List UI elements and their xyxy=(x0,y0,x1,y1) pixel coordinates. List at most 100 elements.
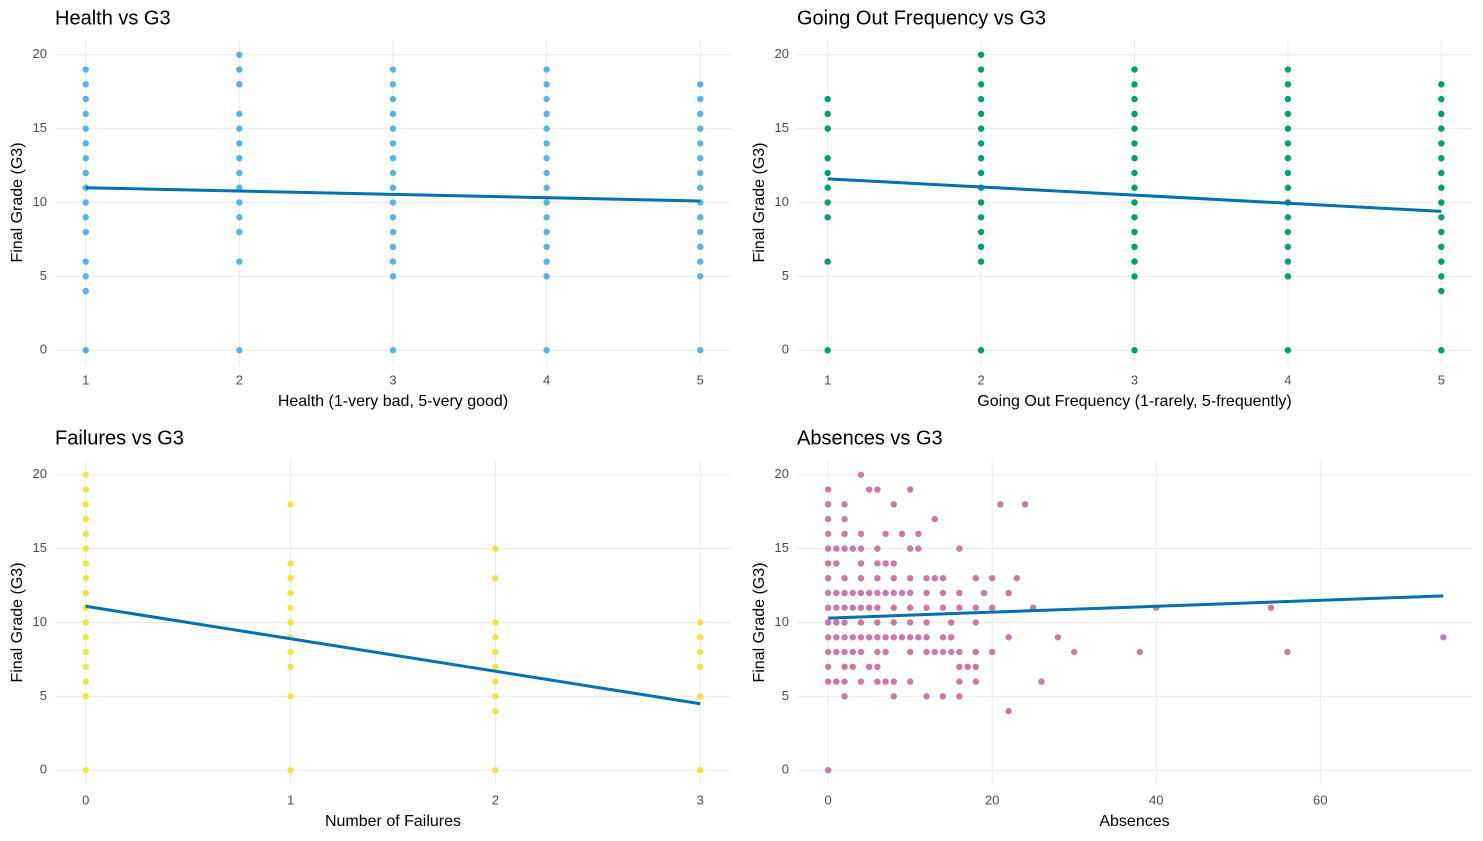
point xyxy=(697,125,704,132)
point xyxy=(82,140,89,147)
point xyxy=(989,604,996,611)
point xyxy=(1131,169,1138,177)
point xyxy=(857,471,865,478)
point xyxy=(82,501,89,508)
point xyxy=(543,66,550,73)
point xyxy=(287,560,294,567)
point xyxy=(492,574,499,582)
point xyxy=(697,154,704,162)
point xyxy=(389,273,397,280)
point xyxy=(82,125,89,132)
point xyxy=(697,184,704,191)
fit-line xyxy=(85,186,701,203)
point xyxy=(824,589,832,597)
x-tick-label: 3 xyxy=(697,792,704,807)
point xyxy=(1284,347,1292,354)
point xyxy=(824,184,831,191)
point xyxy=(389,125,397,132)
point xyxy=(543,125,550,132)
point xyxy=(492,707,499,715)
chart-title: Health vs G3 xyxy=(55,7,171,29)
point xyxy=(1131,258,1138,265)
point xyxy=(287,574,294,582)
point xyxy=(1284,95,1292,103)
y-tick-label: 10 xyxy=(33,614,47,629)
point xyxy=(236,228,243,236)
point xyxy=(82,471,89,478)
point xyxy=(915,530,922,538)
x-tick-label: 0 xyxy=(82,792,89,807)
point xyxy=(923,604,930,611)
point xyxy=(923,648,930,656)
point xyxy=(1438,228,1445,236)
point xyxy=(939,648,947,656)
point xyxy=(874,589,881,597)
point xyxy=(841,574,848,582)
point xyxy=(236,51,243,58)
point xyxy=(972,663,979,671)
point xyxy=(1131,81,1138,88)
fit-line xyxy=(85,604,701,706)
point xyxy=(906,604,914,611)
point xyxy=(82,486,89,493)
point xyxy=(1438,214,1445,221)
point xyxy=(972,574,979,582)
point xyxy=(857,589,865,597)
point xyxy=(882,530,889,538)
point xyxy=(833,604,840,611)
point xyxy=(841,604,848,611)
point xyxy=(1284,140,1292,147)
point xyxy=(1438,95,1445,103)
point xyxy=(1438,154,1445,162)
point xyxy=(923,574,930,582)
point xyxy=(890,693,897,700)
point xyxy=(841,619,848,626)
point xyxy=(82,347,89,354)
point xyxy=(1131,199,1138,206)
point xyxy=(1284,243,1292,251)
point xyxy=(82,273,89,280)
point xyxy=(947,619,955,626)
point xyxy=(857,604,865,611)
y-tick-label: 10 xyxy=(775,194,789,209)
point xyxy=(697,693,704,700)
point xyxy=(849,634,856,641)
point xyxy=(865,663,873,671)
point xyxy=(287,767,294,774)
point xyxy=(824,501,832,508)
point xyxy=(1284,66,1292,73)
x-tick-label: 40 xyxy=(1149,792,1163,807)
x-tick-label: 4 xyxy=(1284,372,1291,387)
point xyxy=(898,589,906,597)
point xyxy=(906,545,914,552)
point xyxy=(865,634,873,641)
point xyxy=(697,258,704,265)
point xyxy=(906,648,914,656)
y-axis-title: Final Grade (G3) xyxy=(751,142,768,262)
point xyxy=(1136,648,1144,656)
point xyxy=(1284,228,1292,236)
point xyxy=(1438,169,1445,177)
point xyxy=(82,154,89,162)
point xyxy=(697,169,704,177)
x-tick-label: 4 xyxy=(543,372,550,387)
point xyxy=(849,663,856,671)
point xyxy=(492,767,499,774)
point xyxy=(947,648,955,656)
point xyxy=(849,648,856,656)
point xyxy=(82,545,89,552)
point xyxy=(947,634,955,641)
point xyxy=(543,228,550,236)
point xyxy=(874,634,881,641)
point xyxy=(389,258,397,265)
point xyxy=(890,560,897,567)
point xyxy=(1131,125,1138,132)
point xyxy=(956,589,963,597)
point xyxy=(849,545,856,552)
point xyxy=(1284,81,1292,88)
point xyxy=(389,140,397,147)
point xyxy=(977,169,985,177)
point xyxy=(824,530,832,538)
point xyxy=(492,693,499,700)
point xyxy=(890,604,897,611)
